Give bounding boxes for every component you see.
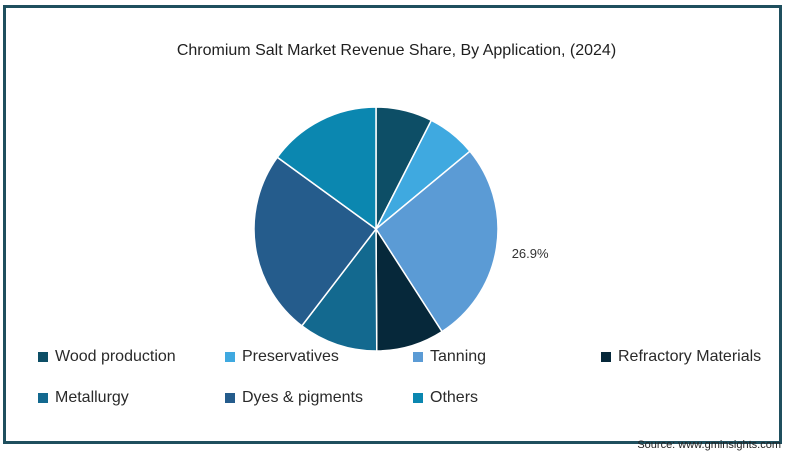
pie-slice-tanning: [375, 150, 499, 333]
pie-slice-others: [276, 106, 377, 231]
data-label: 26.9%: [512, 246, 549, 261]
source-note: Source: www.gminsights.com: [637, 439, 781, 451]
pie-slice-metallurgy: [300, 226, 378, 352]
pie-slice-dyes-pigments: [253, 156, 378, 327]
chart-title: Chromium Salt Market Revenue Share, By A…: [176, 42, 617, 59]
